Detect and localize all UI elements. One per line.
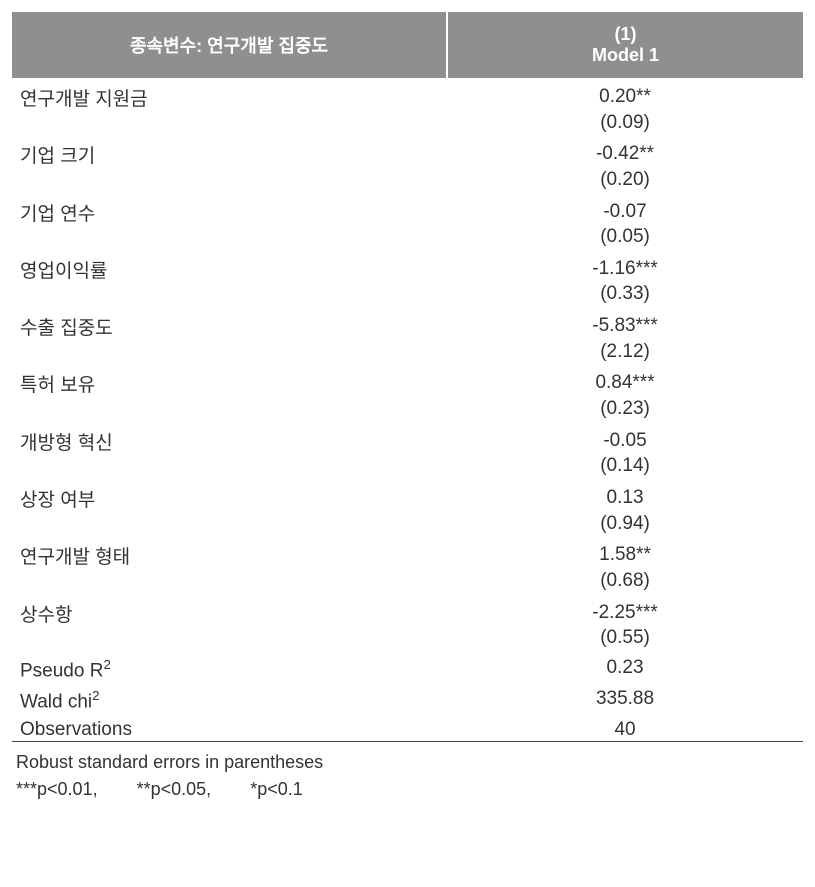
var-label: 수출 집중도 <box>12 307 447 364</box>
stat-label: Pseudo R2 <box>12 651 447 682</box>
stat-label-sup: 2 <box>103 657 110 672</box>
se: (0.55) <box>455 625 795 651</box>
coef: -1.16*** <box>455 256 795 282</box>
stat-row-wald: Wald chi2 335.88 <box>12 682 803 713</box>
regression-table: 종속변수: 연구개발 집중도 (1) Model 1 연구개발 지원금 0.20… <box>12 12 803 800</box>
table-body: 연구개발 지원금 0.20** (0.09) 기업 크기 -0.42** (0.… <box>12 78 803 742</box>
var-value: -1.16*** (0.33) <box>447 250 803 307</box>
footnote-significance: ***p<0.01, **p<0.05, *p<0.1 <box>16 779 799 800</box>
table-header: 종속변수: 연구개발 집중도 (1) Model 1 <box>12 12 803 78</box>
stat-value: 40 <box>447 713 803 742</box>
table-row: 기업 연수 -0.07 (0.05) <box>12 193 803 250</box>
var-label: 연구개발 형태 <box>12 536 447 593</box>
sig-level-001: ***p<0.01, <box>16 779 98 800</box>
table-row: 영업이익률 -1.16*** (0.33) <box>12 250 803 307</box>
table-row: 개방형 혁신 -0.05 (0.14) <box>12 422 803 479</box>
table-row: 연구개발 형태 1.58** (0.68) <box>12 536 803 593</box>
table-row: 상장 여부 0.13 (0.94) <box>12 479 803 536</box>
stat-row-obs: Observations 40 <box>12 713 803 742</box>
var-label: 상장 여부 <box>12 479 447 536</box>
table-row: 상수항 -2.25*** (0.55) <box>12 594 803 651</box>
stat-label: Wald chi2 <box>12 682 447 713</box>
table-footnote: Robust standard errors in parentheses **… <box>12 742 803 801</box>
stat-label-text: Pseudo R <box>20 660 103 681</box>
table-row: 특허 보유 0.84*** (0.23) <box>12 364 803 421</box>
var-value: -0.07 (0.05) <box>447 193 803 250</box>
var-label: 개방형 혁신 <box>12 422 447 479</box>
coef: -0.42** <box>455 141 795 167</box>
header-model-index: (1) <box>456 24 795 45</box>
se: (0.05) <box>455 224 795 250</box>
header-depvar: 종속변수: 연구개발 집중도 <box>12 12 447 78</box>
header-model: (1) Model 1 <box>447 12 803 78</box>
se: (0.14) <box>455 453 795 479</box>
var-value: -2.25*** (0.55) <box>447 594 803 651</box>
se: (0.23) <box>455 396 795 422</box>
se: (2.12) <box>455 339 795 365</box>
coef: 1.58** <box>455 542 795 568</box>
var-label: 영업이익률 <box>12 250 447 307</box>
var-value: 0.13 (0.94) <box>447 479 803 536</box>
se: (0.68) <box>455 568 795 594</box>
var-value: 0.84*** (0.23) <box>447 364 803 421</box>
table-row: 기업 크기 -0.42** (0.20) <box>12 135 803 192</box>
var-label: 기업 연수 <box>12 193 447 250</box>
var-value: -0.05 (0.14) <box>447 422 803 479</box>
coef: 0.13 <box>455 485 795 511</box>
se: (0.20) <box>455 167 795 193</box>
var-label: 특허 보유 <box>12 364 447 421</box>
stat-row-pseudo-r2: Pseudo R2 0.23 <box>12 651 803 682</box>
se: (0.33) <box>455 281 795 307</box>
table-row: 수출 집중도 -5.83*** (2.12) <box>12 307 803 364</box>
table-row: 연구개발 지원금 0.20** (0.09) <box>12 78 803 135</box>
stat-label-text: Wald chi <box>20 691 92 712</box>
var-value: -0.42** (0.20) <box>447 135 803 192</box>
sig-level-005: **p<0.05, <box>137 779 212 800</box>
sig-level-01: *p<0.1 <box>250 779 303 800</box>
header-model-name: Model 1 <box>456 45 795 66</box>
coef: -5.83*** <box>455 313 795 339</box>
var-label: 기업 크기 <box>12 135 447 192</box>
var-value: -5.83*** (2.12) <box>447 307 803 364</box>
var-value: 0.20** (0.09) <box>447 78 803 135</box>
coef: -0.07 <box>455 199 795 225</box>
coef: 0.20** <box>455 84 795 110</box>
stat-value: 0.23 <box>447 651 803 682</box>
footnote-se: Robust standard errors in parentheses <box>16 752 799 773</box>
var-label: 상수항 <box>12 594 447 651</box>
stat-value: 335.88 <box>447 682 803 713</box>
var-label: 연구개발 지원금 <box>12 78 447 135</box>
var-value: 1.58** (0.68) <box>447 536 803 593</box>
coef: -2.25*** <box>455 600 795 626</box>
coef: -0.05 <box>455 428 795 454</box>
coef: 0.84*** <box>455 370 795 396</box>
se: (0.09) <box>455 110 795 136</box>
stat-label-sup: 2 <box>92 688 99 703</box>
se: (0.94) <box>455 511 795 537</box>
stat-label: Observations <box>12 713 447 742</box>
